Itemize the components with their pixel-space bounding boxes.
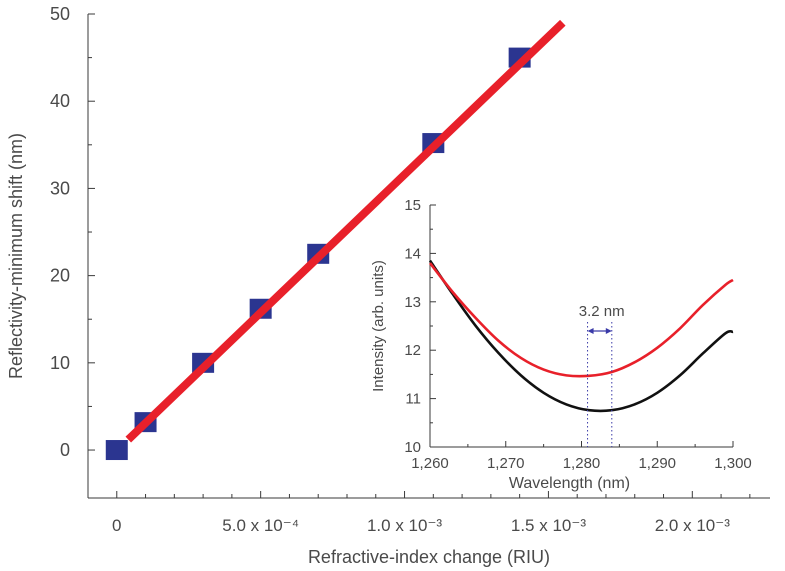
main-x-axis-title: Refractive-index change (RIU) <box>308 547 550 567</box>
inset-x-tick-label: 1,270 <box>487 455 525 472</box>
main-y-tick-label: 50 <box>50 4 70 24</box>
inset-chart: 10 11 12 13 14 15 1,260 1,270 1,280 1,290 1,300 Wav… <box>370 197 752 492</box>
main-y-tick-label: 30 <box>50 178 70 198</box>
main-x-tick-label: 0 <box>112 516 121 535</box>
inset-curve-red <box>428 262 734 378</box>
main-y-axis-title: Reflectivity-minimum shift (nm) <box>6 133 26 379</box>
annotation-label: 3.2 nm <box>579 303 625 320</box>
main-y-tick-label: 20 <box>50 266 70 286</box>
inset-x-tick-label: 1,290 <box>638 455 676 472</box>
inset-x-tick-label: 1,300 <box>714 455 752 472</box>
main-y-tick-label: 40 <box>50 91 70 111</box>
inset-y-tick-label: 15 <box>404 197 421 214</box>
main-x-tick-label: 5.0 x 10⁻⁴ <box>222 516 299 535</box>
inset-y-axis-title: Intensity (arb. units) <box>370 260 387 392</box>
inset-y-tick-label: 11 <box>405 391 421 408</box>
main-x-tick-label: 1.0 x 10⁻³ <box>367 516 442 535</box>
inset-x-tick-label: 1,280 <box>563 455 601 472</box>
main-x-tick-label: 1.5 x 10⁻³ <box>511 516 586 535</box>
main-y-tick-label: 0 <box>60 440 70 460</box>
inset-y-tick-label: 14 <box>404 245 421 262</box>
annotation-arrowhead-right <box>605 328 612 334</box>
inset-y-tick-label: 10 <box>404 439 421 456</box>
inset-x-axis-title: Wavelength (nm) <box>509 475 630 492</box>
linear-fit-line <box>125 19 566 443</box>
inset-y-tick-label: 13 <box>404 294 421 311</box>
inset-x-tick-label: 1,260 <box>411 455 449 472</box>
inset-y-tick-label: 12 <box>404 342 421 359</box>
main-y-tick-label: 10 <box>50 353 70 373</box>
annotation-arrowhead-left <box>587 328 594 334</box>
inset-curve-black <box>428 259 734 413</box>
main-x-tick-label: 2.0 x 10⁻³ <box>655 516 730 535</box>
main-chart: 0 10 20 30 40 50 0 5.0 x 10⁻⁴ 1.0 x 10⁻³ 1.5 x 10… <box>6 4 770 567</box>
data-point-marker <box>105 440 128 461</box>
